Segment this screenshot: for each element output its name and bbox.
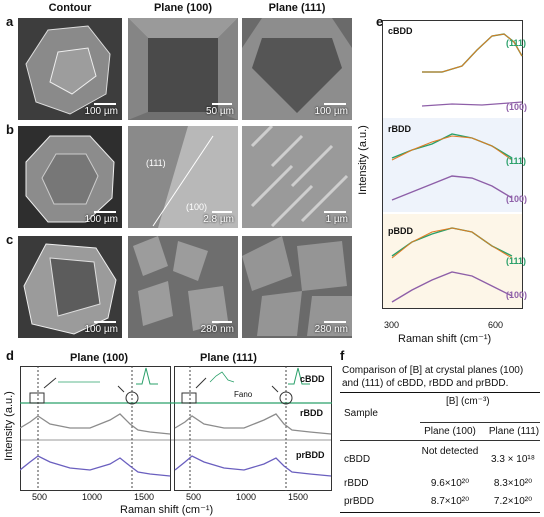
- scalebar-c3: 280 nm: [314, 324, 348, 335]
- panel-f-row1-p111: 3.3 × 10¹⁸: [491, 454, 535, 465]
- panel-e-plot: [382, 20, 523, 309]
- panel-f-row3-p100: 8.7×10²⁰: [430, 496, 470, 507]
- sem-contour-a: 100 µm: [18, 18, 122, 120]
- panel-f-header-b: [B] (cm⁻³): [446, 396, 490, 407]
- annot-111: (111): [146, 158, 166, 168]
- panel-label-a: a: [6, 14, 14, 29]
- panel-d-tick-1500b: 1500: [288, 492, 309, 502]
- panel-e-pbdd-100: (100): [506, 290, 528, 300]
- panel-f-row2-p100: 9.6×10²⁰: [430, 478, 470, 489]
- panel-d-fano: Fano: [234, 390, 253, 399]
- scalebar-b3: 1 µm: [325, 214, 348, 225]
- panel-f-caption: Comparison of [B] at crystal planes (100…: [342, 365, 524, 389]
- panel-label-d: d: [6, 348, 14, 363]
- panel-label-b: b: [6, 122, 14, 137]
- panel-e-group-cbdd: cBDD: [388, 26, 413, 36]
- scalebar-a3: 100 µm: [314, 106, 348, 117]
- sem-plane100-c: 280 nm: [128, 236, 238, 338]
- panel-f-header-sample: Sample: [344, 408, 378, 419]
- panel-d-label-cbdd: cBDD: [300, 374, 325, 384]
- panel-d-ylabel: Intensity (a.u.): [3, 391, 15, 461]
- panel-e-group-rbdd: rBDD: [388, 124, 412, 134]
- scalebar-c2: 280 nm: [200, 324, 234, 335]
- sem-contour-b: 100 µm: [18, 126, 122, 228]
- panel-d-tick-1500a: 1500: [134, 492, 155, 502]
- annot-100: (100): [186, 202, 208, 212]
- scalebar-b1: 100 µm: [84, 214, 118, 225]
- panel-e-rbdd-100: (100): [506, 194, 528, 204]
- panel-e-cbdd-100: (100): [506, 102, 528, 112]
- header-plane100: Plane (100): [153, 2, 213, 14]
- panel-e-tick-600: 600: [488, 320, 504, 330]
- sem-plane100-a: 50 µm: [128, 18, 238, 120]
- scalebar-a2: 50 µm: [206, 106, 234, 117]
- sem-plane111-b: 1 µm: [242, 126, 352, 228]
- panel-e-group-pbdd: pBDD: [388, 226, 413, 236]
- panel-e-pbdd-111: (111): [506, 256, 527, 266]
- scalebar-a1: 100 µm: [84, 106, 118, 117]
- panel-f-header-100: Plane (100): [424, 426, 476, 437]
- panel-f-header-111: Plane (111): [488, 426, 540, 437]
- panel-f-row3-p111: 7.2×10²⁰: [493, 496, 533, 507]
- panel-d-label-prbdd: prBDD: [296, 450, 325, 460]
- panel-f-row2-sample: rBDD: [344, 478, 369, 489]
- panel-f-row1-p100: Not detected: [421, 446, 479, 457]
- header-contour: Contour: [48, 2, 92, 14]
- panel-e-tick-300: 300: [384, 320, 400, 330]
- sem-plane111-a: 100 µm: [242, 18, 352, 120]
- scalebar-c1: 100 µm: [84, 324, 118, 335]
- sem-contour-c: 100 µm: [18, 236, 122, 338]
- panel-d-tick-500b: 500: [186, 492, 202, 502]
- header-plane111: Plane (111): [268, 2, 326, 14]
- panel-label-c: c: [6, 232, 14, 247]
- panel-label-e: e: [376, 14, 384, 29]
- panel-e-xlabel: Raman shift (cm⁻¹): [398, 333, 492, 345]
- panel-label-f: f: [340, 348, 345, 363]
- panel-d-plot: [20, 366, 332, 491]
- panel-e-rbdd-111: (111): [506, 156, 527, 166]
- panel-e-cbdd-111: (111): [506, 38, 527, 48]
- panel-f-row3-sample: prBDD: [344, 496, 375, 507]
- panel-d-tick-500a: 500: [32, 492, 48, 502]
- panel-f-row2-p111: 8.3×10²⁰: [493, 478, 533, 489]
- panel-e-ylabel: Intensity (a.u.): [357, 125, 369, 195]
- sem-plane111-c: 280 nm: [242, 236, 352, 338]
- scalebar-b2: 2.8 µm: [203, 214, 234, 225]
- panel-d-label-rbdd: rBDD: [300, 408, 324, 418]
- panel-d-xlabel: Raman shift (cm⁻¹): [120, 504, 214, 516]
- panel-d-title-right: Plane (111): [200, 352, 257, 364]
- panel-d-tick-1000b: 1000: [236, 492, 257, 502]
- panel-f-row1-sample: cBDD: [344, 454, 371, 465]
- sem-plane100-b: (111) (100) 2.8 µm: [128, 126, 238, 228]
- panel-d-tick-1000a: 1000: [82, 492, 103, 502]
- panel-d-title-left: Plane (100): [70, 352, 129, 364]
